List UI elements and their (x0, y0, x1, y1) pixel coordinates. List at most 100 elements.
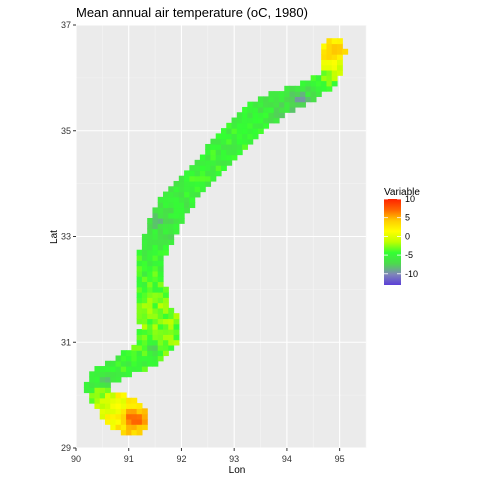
heatmap-cell (94, 381, 101, 388)
heatmap-cell (236, 138, 243, 145)
heatmap-cell (331, 59, 338, 66)
heatmap-cell (184, 202, 190, 209)
heatmap-cell (141, 318, 148, 325)
heatmap-cell (173, 313, 180, 320)
heatmap-cell (173, 318, 180, 325)
heatmap-cell (326, 48, 333, 55)
heatmap-cell (163, 334, 169, 341)
heatmap-cell (231, 154, 238, 161)
heatmap-cell (152, 281, 159, 288)
heatmap-cell (147, 297, 154, 304)
heatmap-cell (105, 397, 111, 404)
heatmap-cell (337, 64, 343, 71)
heatmap-cell (247, 101, 254, 108)
heatmap-cell (252, 106, 259, 113)
heatmap-cell (210, 149, 217, 156)
heatmap-cell (321, 75, 328, 82)
heatmap-cell (168, 207, 175, 214)
heatmap-cell (268, 112, 275, 119)
x-tick-label: 93 (229, 454, 239, 464)
heatmap-cell (157, 276, 164, 283)
heatmap-cell (110, 408, 117, 415)
heatmap-cell (173, 223, 180, 230)
heatmap-cell (157, 292, 164, 298)
heatmap-cell (105, 387, 111, 394)
heatmap-cell (157, 202, 164, 209)
heatmap-cell (152, 255, 159, 261)
heatmap-cell (205, 175, 212, 182)
heatmap-cell (120, 418, 127, 425)
heatmap-cell (152, 270, 159, 277)
heatmap-cell (163, 191, 169, 198)
heatmap-cell (163, 196, 169, 203)
heatmap-cell (326, 59, 333, 66)
heatmap-cell (115, 397, 122, 404)
heatmap-cell (284, 85, 291, 92)
heatmap-cell (310, 85, 317, 92)
heatmap-cell (131, 429, 138, 436)
heatmap-cell (163, 286, 169, 293)
heatmap-cell (141, 292, 148, 298)
heatmap-cell (315, 91, 322, 97)
heatmap-cell (152, 302, 159, 309)
heatmap-cell (252, 122, 259, 129)
heatmap-cell (136, 360, 143, 367)
heatmap-cell (126, 360, 132, 367)
heatmap-cell (99, 371, 106, 378)
heatmap-cell (157, 355, 164, 362)
heatmap-cell (168, 307, 175, 314)
heatmap-cell (242, 117, 248, 124)
heatmap-cell (105, 366, 111, 372)
heatmap-cell (115, 424, 122, 431)
heatmap-cell (157, 228, 164, 235)
heatmap-cell (326, 54, 333, 60)
heatmap-cell (279, 91, 285, 97)
heatmap-cell (178, 196, 185, 203)
heatmap-cell (300, 96, 306, 103)
heatmap-cell (257, 112, 264, 119)
heatmap-cell (141, 302, 148, 309)
heatmap-cell (152, 344, 159, 351)
heatmap-cell (152, 217, 159, 224)
heatmap-cell (268, 117, 275, 124)
heatmap-cell (110, 413, 117, 420)
heatmap-cell (147, 344, 154, 351)
heatmap-cell (221, 143, 227, 150)
heatmap-cell (163, 228, 169, 235)
heatmap-cell (326, 69, 333, 76)
heatmap-cell (173, 323, 180, 330)
heatmap-cell (178, 175, 185, 182)
heatmap-cell (136, 355, 143, 362)
heatmap-cell (141, 265, 148, 272)
heatmap-cell (99, 403, 106, 409)
heatmap-cell (326, 75, 333, 82)
heatmap-cell (168, 186, 175, 193)
heatmap-cell (147, 360, 154, 367)
heatmap-cell (257, 101, 264, 108)
heatmap-cell (147, 255, 154, 261)
heatmap-cell (136, 339, 143, 346)
heatmap-cell (152, 307, 159, 314)
heatmap-cell (147, 339, 154, 346)
heatmap-cell (147, 350, 154, 357)
heatmap-cell (110, 371, 117, 378)
heatmap-cell (120, 413, 127, 420)
heatmap-cell (215, 159, 222, 166)
heatmap-cell (136, 313, 143, 320)
heatmap-cell (226, 122, 233, 129)
heatmap-cell (152, 207, 159, 214)
heatmap-cell (157, 302, 164, 309)
heatmap-cell (152, 265, 159, 272)
heatmap-cell (221, 159, 227, 166)
heatmap-cell (110, 360, 117, 367)
heatmap-cell (141, 260, 148, 267)
heatmap-cell (273, 96, 280, 103)
heatmap-cell (184, 186, 190, 193)
legend-tick-label: 10 (405, 194, 415, 204)
heatmap-cell (173, 339, 180, 346)
heatmap-cell (221, 149, 227, 156)
heatmap-cell (163, 339, 169, 346)
heatmap-cell (110, 376, 117, 383)
heatmap-cell (157, 339, 164, 346)
heatmap-cell (326, 38, 333, 45)
